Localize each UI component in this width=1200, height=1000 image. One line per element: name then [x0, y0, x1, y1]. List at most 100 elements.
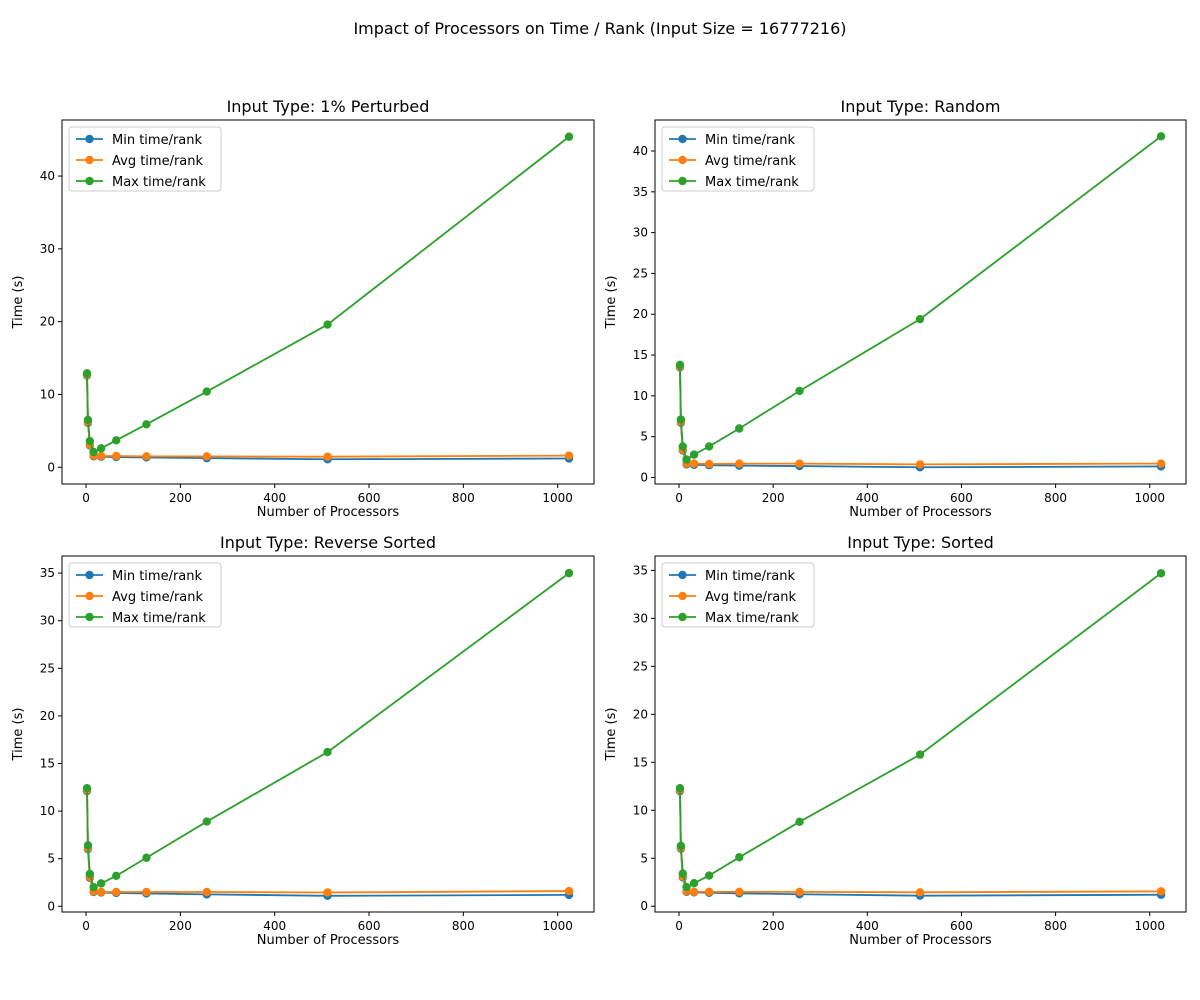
- y-tick-label: 10: [633, 389, 648, 403]
- data-point: [735, 887, 744, 897]
- y-tick-label: 20: [633, 707, 648, 721]
- y-tick-label: 0: [47, 899, 55, 913]
- x-tick-label: 800: [1044, 919, 1067, 933]
- y-axis-label: Time (s): [604, 276, 619, 330]
- y-tick-label: 30: [40, 614, 55, 628]
- y-tick-label: 5: [640, 851, 648, 865]
- y-tick-label: 0: [47, 460, 55, 474]
- y-tick-label: 10: [40, 387, 55, 401]
- axes-frame: [61, 555, 595, 913]
- data-point: [112, 887, 121, 897]
- data-point: [678, 442, 687, 451]
- data-point: [564, 451, 574, 460]
- axes-frame: [654, 555, 1187, 913]
- legend-marker: [85, 134, 94, 144]
- data-point: [915, 888, 925, 897]
- data-point: [112, 451, 121, 461]
- x-tick-label: 1000: [1134, 919, 1165, 933]
- data-point: [704, 442, 714, 451]
- data-point: [915, 314, 925, 324]
- x-tick-label: 600: [358, 491, 381, 505]
- legend-label: Min time/rank: [112, 569, 203, 584]
- data-point: [96, 451, 106, 461]
- x-axis-label: Number of Processors: [257, 933, 400, 948]
- data-point: [735, 459, 744, 468]
- y-tick-label: 20: [633, 307, 648, 321]
- data-point: [689, 879, 699, 888]
- data-point: [795, 386, 804, 396]
- data-point: [85, 436, 95, 446]
- legend-label: Max time/rank: [705, 611, 799, 626]
- y-tick-label: 40: [633, 144, 648, 158]
- x-tick-label: 600: [358, 919, 381, 933]
- series-3: [82, 132, 574, 457]
- y-tick-label: 10: [633, 803, 648, 817]
- chart-title: Input Type: Reverse Sorted: [220, 533, 436, 552]
- legend-box: [68, 126, 222, 192]
- y-tick-label: 30: [40, 242, 55, 256]
- x-tick-label: 800: [452, 919, 475, 933]
- y-axis-label: Time (s): [604, 708, 619, 762]
- data-point: [1156, 459, 1166, 468]
- legend-label: Max time/rank: [112, 175, 206, 190]
- data-point: [678, 869, 687, 878]
- x-axis-label: Number of Processors: [257, 505, 400, 520]
- x-tick-label: 200: [169, 491, 192, 505]
- figure-title: Impact of Processors on Time / Rank (Inp…: [353, 19, 846, 38]
- legend-box: [68, 562, 222, 628]
- legend-label: Max time/rank: [705, 175, 799, 190]
- series-line: [86, 136, 570, 453]
- chart-panel-2: Input Type: Random 0 200 400 600 800 1000 0 5 10 1…: [604, 97, 1187, 520]
- y-tick-label: 5: [47, 852, 55, 866]
- legend-marker: [85, 155, 94, 165]
- legend: Min time/rank Avg time/rank Max time/rank: [661, 562, 815, 628]
- data-point: [795, 459, 804, 468]
- legend-label: Min time/rank: [112, 133, 203, 148]
- legend-marker: [678, 591, 687, 601]
- y-axis-label: Time (s): [11, 276, 26, 330]
- x-tick-label: 800: [1044, 491, 1067, 505]
- data-point: [682, 455, 691, 464]
- data-point: [689, 459, 699, 468]
- legend-label: Avg time/rank: [705, 154, 797, 169]
- data-point: [85, 869, 95, 879]
- x-tick-label: 0: [675, 919, 683, 933]
- y-tick-label: 15: [633, 348, 648, 362]
- y-tick-label: 35: [40, 566, 55, 580]
- chart-panel-4: Input Type: Sorted 0 200 400 600 800 1000 0 5 10 1…: [604, 533, 1187, 948]
- x-tick-label: 400: [856, 491, 879, 505]
- data-point: [1156, 132, 1166, 141]
- data-point: [735, 424, 744, 433]
- x-tick-label: 200: [169, 919, 192, 933]
- data-point: [323, 320, 332, 329]
- chart-title: Input Type: 1% Perturbed: [227, 97, 430, 116]
- data-point: [202, 387, 211, 396]
- x-tick-label: 0: [82, 919, 90, 933]
- x-tick-label: 600: [950, 919, 973, 933]
- legend-label: Avg time/rank: [705, 590, 797, 605]
- x-tick-label: 400: [856, 919, 879, 933]
- x-tick-label: 400: [263, 491, 286, 505]
- data-point: [682, 882, 691, 892]
- data-point: [795, 817, 804, 827]
- data-point: [915, 460, 925, 469]
- data-point: [704, 871, 714, 880]
- data-point: [735, 853, 744, 862]
- y-tick-label: 5: [640, 430, 648, 444]
- y-tick-label: 25: [633, 659, 648, 673]
- data-point: [112, 436, 121, 445]
- series-3: [675, 569, 1166, 892]
- y-tick-label: 25: [40, 661, 55, 675]
- data-point: [82, 369, 92, 378]
- legend-marker: [85, 591, 94, 601]
- data-point: [564, 568, 574, 578]
- legend-marker: [85, 612, 94, 622]
- series-3: [82, 568, 574, 892]
- data-point: [675, 784, 685, 793]
- y-tick-label: 35: [633, 563, 648, 577]
- x-tick-label: 0: [675, 491, 683, 505]
- legend-marker: [678, 134, 687, 144]
- data-point: [704, 887, 714, 897]
